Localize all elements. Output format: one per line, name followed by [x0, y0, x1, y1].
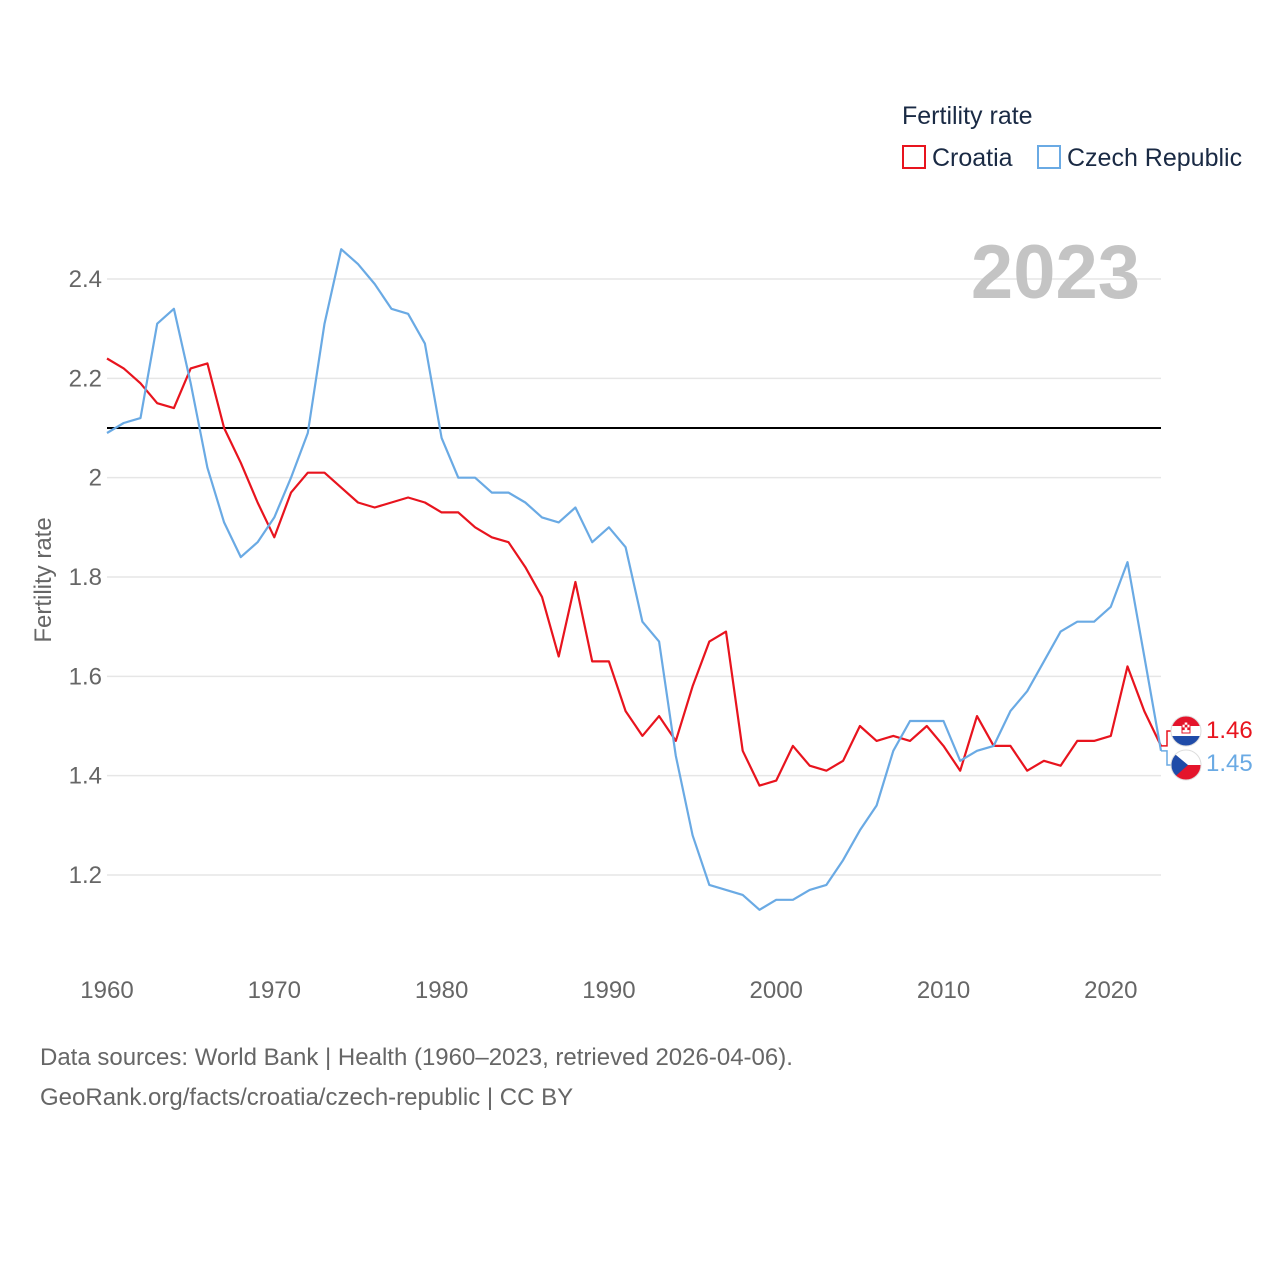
end-connector-czech-republic — [1161, 750, 1171, 766]
legend-title: Fertility rate — [902, 102, 1033, 130]
y-tick-label: 1.8 — [69, 564, 102, 591]
legend-swatch-czech-republic — [1037, 145, 1061, 169]
croatia-flag-icon — [1170, 715, 1202, 747]
footer-attribution: GeoRank.org/facts/croatia/czech-republic… — [40, 1084, 574, 1111]
x-tick-label: 2010 — [917, 977, 970, 1004]
x-tick-label: 1990 — [582, 977, 635, 1004]
legend-swatch-croatia — [902, 145, 926, 169]
legend-label-czech-republic: Czech Republic — [1067, 144, 1242, 172]
legend-item-croatia[interactable]: Croatia — [902, 144, 1013, 172]
series-lines — [106, 248, 1163, 911]
y-tick-label: 2.2 — [69, 365, 102, 392]
end-connector-croatia — [1161, 730, 1171, 747]
x-tick-label: 1980 — [415, 977, 468, 1004]
y-axis-ticks: 1.2 1.4 1.6 1.8 2 2.2 2.4 — [69, 266, 102, 889]
footer-sources: Data sources: World Bank | Health (1960–… — [40, 1044, 793, 1071]
y-tick-label: 1.4 — [69, 763, 102, 790]
czech-republic-flag-icon — [1170, 749, 1202, 781]
y-tick-label: 2 — [89, 465, 102, 492]
series-line-croatia[interactable] — [106, 357, 1162, 787]
legend-label-croatia: Croatia — [932, 144, 1013, 172]
x-tick-label: 2020 — [1084, 977, 1137, 1004]
y-axis-label: Fertility rate — [30, 517, 57, 642]
x-tick-label: 1960 — [80, 977, 133, 1004]
x-tick-label: 2000 — [750, 977, 803, 1004]
year-label: 2023 — [971, 230, 1140, 315]
legend: Fertility rate Croatia Czech Republic — [902, 102, 1242, 172]
y-tick-label: 1.6 — [69, 663, 102, 690]
series-line-czech-republic[interactable] — [106, 248, 1163, 911]
gridlines — [107, 278, 1161, 876]
x-axis-ticks: 1960 1970 1980 1990 2000 2010 2020 — [80, 977, 1137, 1004]
end-value-croatia: 1.46 — [1206, 717, 1253, 744]
x-tick-label: 1970 — [248, 977, 301, 1004]
legend-item-czech-republic[interactable]: Czech Republic — [1037, 144, 1242, 172]
y-tick-label: 2.4 — [69, 266, 102, 293]
y-tick-label: 1.2 — [69, 862, 102, 889]
end-markers: 1.46 1.45 — [1161, 715, 1253, 781]
end-value-czech-republic: 1.45 — [1206, 750, 1253, 777]
